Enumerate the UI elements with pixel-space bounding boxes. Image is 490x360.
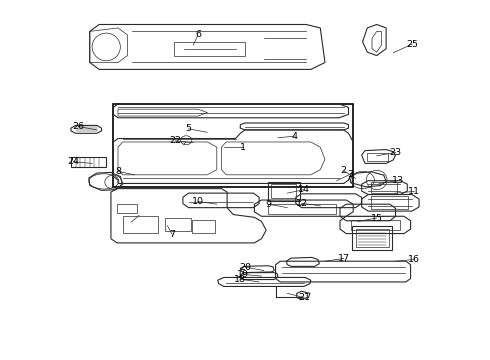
Text: 19: 19	[237, 270, 248, 279]
Text: 4: 4	[292, 132, 297, 141]
Text: 23: 23	[390, 148, 402, 157]
Text: 9: 9	[266, 200, 271, 209]
Text: 7: 7	[169, 230, 175, 239]
Text: 24: 24	[67, 157, 79, 166]
Text: 26: 26	[72, 122, 84, 131]
Text: 3: 3	[347, 170, 353, 179]
Bar	[117, 204, 137, 213]
Bar	[268, 204, 336, 213]
Text: 2: 2	[341, 166, 347, 175]
Bar	[71, 157, 106, 167]
Text: 18: 18	[234, 275, 246, 284]
Bar	[165, 218, 191, 231]
Text: 5: 5	[186, 124, 192, 133]
Text: 10: 10	[192, 197, 204, 206]
Text: 20: 20	[239, 262, 251, 271]
Bar	[356, 229, 389, 247]
Text: 6: 6	[195, 30, 201, 39]
Text: 1: 1	[240, 143, 245, 152]
Bar	[174, 42, 245, 55]
Text: 15: 15	[371, 213, 383, 222]
Bar	[271, 184, 296, 198]
Text: 8: 8	[115, 167, 121, 176]
Bar	[371, 182, 397, 193]
Text: 22: 22	[170, 136, 181, 145]
Text: 17: 17	[338, 254, 350, 263]
Text: 21: 21	[298, 293, 310, 302]
Bar	[368, 153, 389, 161]
Bar	[352, 226, 392, 250]
Text: 14: 14	[298, 185, 310, 194]
Bar	[371, 196, 408, 210]
Text: 12: 12	[295, 199, 307, 208]
Text: 16: 16	[408, 255, 420, 264]
Bar	[268, 182, 299, 201]
Bar	[351, 220, 400, 230]
Bar	[192, 220, 215, 233]
Bar	[122, 216, 158, 233]
Text: 11: 11	[408, 187, 420, 196]
Text: 13: 13	[392, 176, 404, 185]
Bar	[113, 104, 353, 187]
Text: 25: 25	[406, 40, 418, 49]
